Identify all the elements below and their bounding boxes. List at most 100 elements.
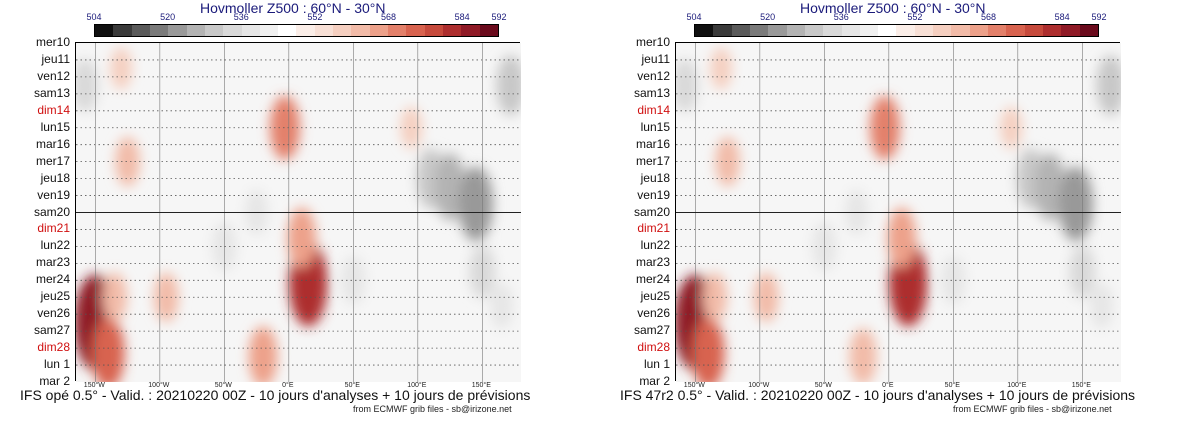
day-label: mer24: [35, 272, 70, 287]
z500-anomaly-blob: [710, 47, 732, 90]
colorbar-tick-label: 568: [981, 12, 997, 22]
day-label: sam27: [633, 323, 670, 338]
z500-anomaly-blob: [434, 153, 466, 221]
colorbar-segment: [369, 25, 388, 36]
z500-anomaly-blob: [676, 58, 698, 112]
longitude-tick-label: 100°E: [1007, 382, 1027, 389]
day-label: mer17: [35, 153, 70, 168]
z500-anomaly-blob: [458, 166, 493, 242]
longitude-tick-label: 100°E: [407, 382, 427, 389]
colorbar-segment: [424, 25, 443, 36]
z500-anomaly-blob: [715, 136, 740, 187]
colorbar-segment: [731, 25, 750, 36]
colorbar-segment: [168, 25, 187, 36]
day-label: jeu18: [640, 170, 670, 185]
colorbar-segment: [95, 25, 114, 36]
z500-anomaly-blob: [1096, 55, 1121, 116]
colorbar-segment: [204, 25, 224, 36]
colorbar-tick-label: 536: [833, 12, 849, 22]
day-label: jeu25: [640, 289, 670, 304]
longitude-tick-label: 50°W: [214, 382, 232, 389]
colorbar-tick-label: 584: [454, 12, 470, 22]
z500-anomaly-blob: [248, 326, 278, 382]
colorbar-segment: [131, 25, 150, 36]
chart-footer: IFS opé 0.5° - Valid. : 20210220 00Z - 1…: [20, 387, 531, 403]
day-label: sam13: [633, 85, 670, 100]
colorbar-tick-label: 584: [1054, 12, 1070, 22]
z500-anomaly-blob: [490, 282, 514, 329]
day-label: jeu25: [40, 289, 70, 304]
colorbar-segment: [388, 25, 407, 36]
chart-title: Hovmoller Z500 : 60°N - 30°N: [200, 0, 386, 16]
colorbar-tick-label: 552: [907, 12, 923, 22]
colorbar-segment: [1061, 25, 1080, 36]
colorbar-segment: [768, 25, 787, 36]
colorbar-segment: [259, 25, 279, 36]
colorbar-segment: [713, 25, 732, 36]
colorbar-tick-label: 536: [233, 12, 249, 22]
day-label: mer10: [635, 35, 670, 49]
colorbar-segment: [351, 25, 370, 36]
day-label: ven26: [37, 306, 70, 321]
colorbar-segment: [278, 25, 297, 36]
z500-anomaly-blob: [110, 47, 132, 90]
day-label: sam20: [633, 204, 670, 219]
colorbar-segment: [314, 25, 334, 36]
z500-anomaly-blob: [691, 317, 725, 382]
day-label: mar23: [635, 255, 670, 270]
longitude-tick-label: 150°E: [1071, 382, 1091, 389]
day-label: dim14: [637, 102, 670, 117]
z500-anomaly-blob: [115, 136, 140, 187]
hovmoller-panel-ifs-ope: Hovmoller Z500 : 60°N - 30°N 504 520 536 55…: [0, 0, 540, 424]
colorbar-tick-label: 592: [491, 12, 507, 22]
colorbar-segment: [969, 25, 988, 36]
day-label: lun15: [40, 119, 70, 134]
day-label: ven12: [37, 68, 70, 83]
colorbar-segment: [951, 25, 970, 36]
longitude-tick-label: 50°E: [344, 382, 360, 389]
hovmoller-svg: [76, 43, 521, 382]
z500-anomaly-blob: [702, 272, 727, 323]
day-label: mar16: [635, 136, 670, 151]
day-label: dim28: [37, 340, 70, 355]
chart-footer: IFS 47r2 0.5° - Valid. : 20210220 00Z - …: [620, 387, 1136, 403]
colorbar-segment: [914, 25, 934, 36]
colorbar-segment: [1006, 25, 1025, 36]
colorbar-segment: [988, 25, 1007, 36]
day-label: sam13: [33, 85, 70, 100]
day-label: sam27: [33, 323, 70, 338]
day-label: dim21: [37, 221, 70, 236]
day-label: sam20: [33, 204, 70, 219]
chart-credit: from ECMWF grib files - sb@irizone.net: [353, 404, 512, 414]
longitude-tick-label: 100°W: [148, 382, 170, 389]
colorbar: [94, 24, 499, 37]
day-label: mar 2: [39, 374, 70, 388]
colorbar-segment: [804, 25, 824, 36]
z500-anomaly-blob: [1034, 153, 1066, 221]
colorbar-segment: [859, 25, 879, 36]
hovmoller-plot: [75, 42, 521, 382]
day-label: lun22: [640, 238, 670, 253]
z500-anomaly-blob: [287, 207, 317, 269]
day-label: lun22: [40, 238, 70, 253]
colorbar-tick-label: 504: [686, 12, 702, 22]
anomaly-layer: [76, 47, 521, 382]
day-label: ven19: [37, 187, 70, 202]
longitude-tick-label: 150°E: [471, 382, 491, 389]
day-label: ven19: [637, 187, 670, 202]
colorbar-segment: [933, 25, 952, 36]
z500-anomaly-blob: [849, 328, 877, 382]
day-label: jeu11: [641, 51, 670, 66]
z500-anomaly-blob: [887, 207, 917, 269]
day-label: mar23: [35, 255, 70, 270]
colorbar-tick-label: 552: [307, 12, 323, 22]
day-label: mer10: [35, 35, 70, 49]
day-label: ven26: [637, 306, 670, 321]
z500-anomaly-blob: [1000, 106, 1023, 149]
longitude-tick-label: 50°W: [814, 382, 832, 389]
colorbar-segment: [442, 25, 462, 36]
colorbar-segment: [786, 25, 805, 36]
colorbar-segment: [406, 25, 425, 36]
longitude-tick-label: 150°W: [83, 382, 105, 389]
day-label: jeu18: [40, 170, 70, 185]
